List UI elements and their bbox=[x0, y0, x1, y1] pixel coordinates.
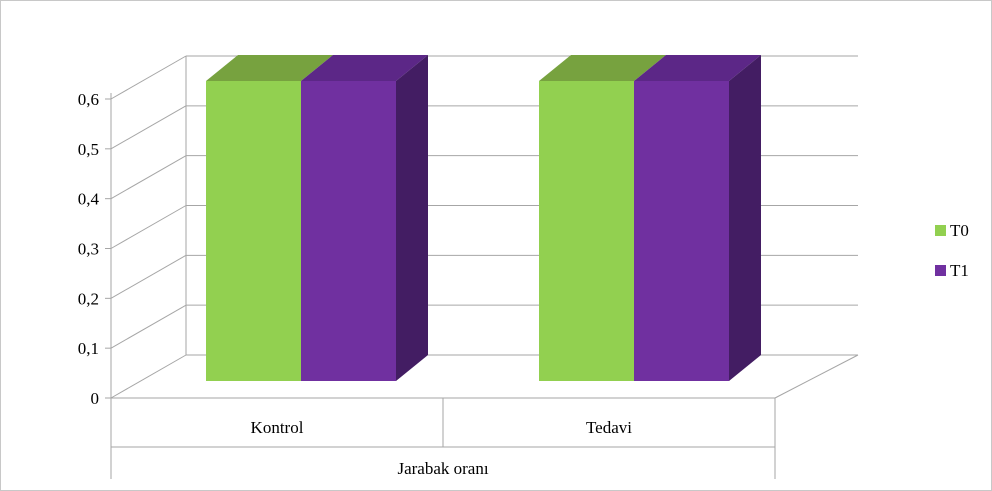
bar-front-face bbox=[539, 81, 634, 381]
legend-label: T0 bbox=[950, 221, 969, 240]
floor-right-edge bbox=[774, 354, 859, 399]
bar-top-face bbox=[206, 55, 333, 81]
x-axis-group-label: Jarabak oranı bbox=[397, 459, 488, 478]
bar-t1-kontrol bbox=[301, 55, 428, 381]
legend-label: T1 bbox=[950, 261, 969, 280]
side-gridline bbox=[110, 205, 187, 249]
floor-left-edge bbox=[110, 354, 187, 399]
bar-front-face bbox=[206, 81, 301, 381]
bar-front-face bbox=[634, 81, 729, 381]
bar-top-face bbox=[301, 55, 428, 81]
y-tick-label: 0,6 bbox=[78, 90, 99, 109]
bar-top-face bbox=[634, 55, 761, 81]
legend-item-t0: T0 bbox=[935, 221, 969, 240]
side-gridline bbox=[110, 254, 187, 299]
y-tick-label: 0,4 bbox=[78, 190, 100, 209]
side-gridline bbox=[110, 55, 187, 100]
y-tick-label: 0,1 bbox=[78, 339, 99, 358]
legend-swatch bbox=[935, 265, 946, 276]
bar-t1-tedavi bbox=[634, 55, 761, 381]
y-tick-label: 0 bbox=[91, 389, 100, 408]
legend-swatch bbox=[935, 225, 946, 236]
bar-top-face bbox=[539, 55, 666, 81]
y-tick-label: 0,5 bbox=[78, 140, 99, 159]
bar-side-face bbox=[396, 55, 428, 381]
bar-side-face bbox=[729, 55, 761, 381]
y-axis-ticks: 0 0,1 0,2 0,3 0,4 0,5 0,6 bbox=[78, 90, 111, 408]
bar-front-face bbox=[301, 81, 396, 381]
x-category-label: Kontrol bbox=[251, 418, 304, 437]
bar-t0-tedavi bbox=[539, 55, 666, 381]
x-axis-categories: Kontrol Tedavi bbox=[251, 418, 633, 437]
axes bbox=[110, 93, 776, 479]
bar-t0-kontrol bbox=[206, 55, 333, 381]
y-tick-label: 0,2 bbox=[78, 289, 99, 308]
side-gridline bbox=[110, 105, 187, 150]
legend: T0 T1 bbox=[935, 221, 969, 280]
x-category-label: Tedavi bbox=[586, 418, 632, 437]
side-gridline bbox=[110, 155, 187, 200]
legend-item-t1: T1 bbox=[935, 261, 969, 280]
side-gridline bbox=[110, 304, 187, 349]
bars bbox=[206, 55, 761, 381]
y-tick-label: 0,3 bbox=[78, 240, 99, 259]
